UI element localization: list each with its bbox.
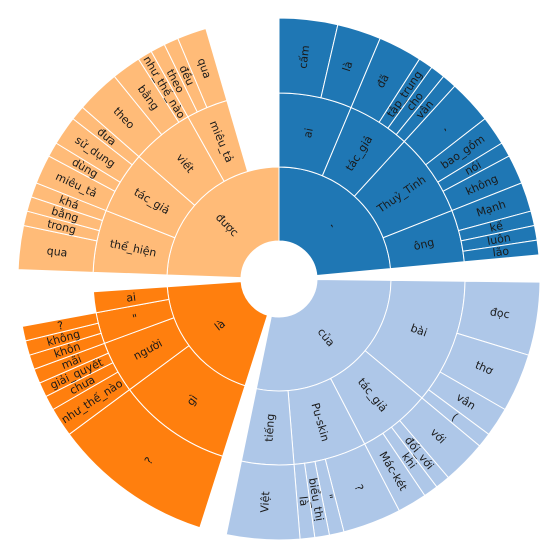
- sunburst-segment-cua-tieng-viet: [225, 460, 301, 541]
- sunburst-segment-la-ai: [92, 286, 170, 314]
- sunburst-segment-symbol-tac-gia-da-label: đã: [374, 72, 392, 90]
- sunburst-segment-symbol-ong-lao: [462, 239, 540, 263]
- sunburst-segment-symbol-ong-lao-label: lão: [492, 244, 510, 259]
- sunburst-segment-la-symbol-symbol-label: ?: [56, 319, 65, 333]
- sunburst-segment-duoc-mieu-ta-qua: [177, 27, 228, 109]
- sunburst-segment-cua-bai-symbol-label: (: [449, 411, 460, 424]
- sunburst-segment-symbol-ong-ke-label: kế: [488, 219, 504, 235]
- sunburst-segment-cua-pu-skin-la-label: là: [296, 496, 310, 507]
- sunburst-segment-symbol-label: ,: [324, 218, 336, 229]
- sunburst-segment-symbol-ong-label: ông: [412, 236, 435, 253]
- sunburst-segment-la-symbol-label: ": [131, 311, 139, 325]
- sunburst-segment-cua-bai-label: bài: [409, 322, 429, 340]
- sunburst-segment-symbol-ai-label: ai: [301, 127, 316, 139]
- sunburst-segment-cua-bai-doc-label: đọc: [489, 305, 511, 321]
- sunburst-segment-la-ai-label: ai: [125, 291, 136, 305]
- sunburst-segment-cua-tieng-label: tiếng: [263, 413, 278, 442]
- sunburst-segment-symbol-thuy-tinh-symbol-label: ,: [437, 121, 448, 133]
- sunburst-segment-symbol-ong-luon-label: luôn: [486, 231, 512, 248]
- sunburst-segment-duoc-the-hien-qua-label: qua: [46, 244, 68, 259]
- sunburst-segment-cua-pu-skin-symbol-label: ": [322, 493, 336, 501]
- sunburst-segment-symbol-ai-cam-label: cấm: [297, 45, 313, 70]
- sunburst-segment-cua-tieng-viet-label: Việt: [258, 490, 272, 513]
- sunburst-segment-cua-pu-skin-symbol-label: ?: [352, 483, 366, 493]
- sunburst-segment-symbol-ai-la-label: là: [340, 60, 355, 73]
